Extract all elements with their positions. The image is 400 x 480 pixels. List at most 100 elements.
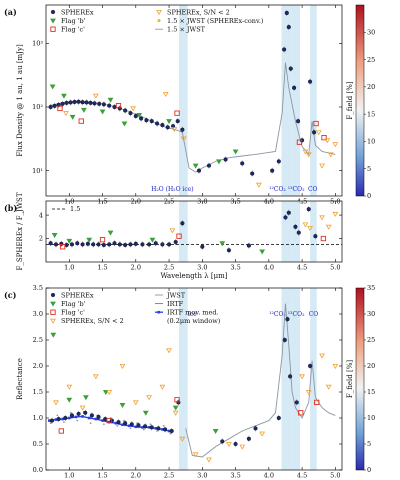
data-point	[132, 400, 139, 406]
legend-label: IRTF mov. med.	[167, 309, 219, 317]
data-point	[283, 215, 288, 220]
data-point	[85, 241, 90, 246]
data-point	[97, 101, 102, 106]
data-point	[246, 436, 251, 441]
data-point	[308, 363, 313, 369]
data-point	[259, 249, 266, 255]
band-label: ice	[188, 311, 197, 318]
data-point	[292, 85, 297, 90]
data-point	[116, 420, 121, 425]
data-point	[49, 422, 52, 425]
colorbar-label: F_field [%]	[346, 81, 354, 119]
data-point	[293, 224, 298, 229]
data-point	[52, 103, 57, 108]
data-point	[96, 414, 101, 420]
y-axis-label: F_SPHEREx / F_JWST	[16, 192, 24, 270]
colorbar-tick-label: 25	[367, 336, 375, 344]
x-tick-label: 1.0	[64, 472, 74, 480]
legend-label: 1.5 × JWST	[167, 26, 206, 34]
data-point	[112, 104, 117, 110]
data-point	[270, 168, 275, 173]
colorbar	[355, 4, 365, 197]
data-point	[83, 395, 89, 401]
data-point	[96, 242, 101, 247]
legend-swatch	[156, 9, 162, 15]
data-point	[240, 161, 245, 166]
data-point	[325, 384, 332, 390]
data-point	[149, 425, 154, 430]
y-tick-label: 1.0	[33, 414, 43, 422]
data-point	[76, 419, 79, 422]
data-point	[143, 424, 148, 429]
data-point	[84, 100, 89, 105]
legend-swatch	[157, 19, 161, 23]
panel-1: 1.0 1.5 2.0 2.5 3.0 3.5 4.0 4.5 5.010¹10²10³(a)F…	[4, 4, 375, 206]
legend-label: Flag 'b'	[61, 17, 86, 25]
data-point	[319, 163, 325, 169]
data-point	[139, 116, 144, 121]
data-point	[57, 105, 63, 112]
data-point	[91, 242, 96, 247]
data-point	[226, 441, 232, 447]
data-point	[284, 10, 289, 16]
data-point	[59, 241, 64, 246]
data-point	[64, 100, 69, 105]
data-point	[75, 241, 80, 246]
x-tick-label: 4.5	[297, 472, 307, 480]
y-tick-label: 10²	[32, 103, 43, 111]
data-point	[206, 457, 212, 463]
plot-frame	[45, 200, 343, 263]
data-point	[166, 348, 172, 354]
colorbar-tick-label: 15	[367, 388, 375, 396]
data-point	[320, 235, 327, 242]
data-point	[223, 157, 228, 162]
x-tick-label: 3.0	[197, 472, 207, 480]
data-point	[220, 439, 225, 444]
data-point	[72, 99, 77, 105]
data-point	[200, 244, 205, 249]
x-axis-label: Wavelength λ [μm]	[160, 272, 227, 280]
data-point	[128, 111, 133, 116]
y-tick-label: 4	[39, 211, 43, 219]
data-point	[102, 389, 109, 395]
data-point	[123, 108, 128, 113]
data-point	[48, 104, 53, 110]
data-point	[53, 400, 59, 406]
data-point	[60, 101, 65, 106]
y-tick-label: 3.5	[33, 284, 43, 292]
data-point	[313, 234, 318, 239]
data-point	[136, 112, 143, 118]
legend-swatch	[50, 301, 56, 307]
absorption-band	[179, 201, 188, 262]
data-point	[89, 422, 92, 425]
data-point	[259, 431, 266, 437]
data-point	[63, 421, 65, 424]
data-point	[86, 237, 93, 243]
data-point	[302, 149, 309, 155]
x-tick-label: 5.0	[330, 472, 340, 480]
colorbar-tick-label: 20	[367, 362, 375, 370]
legend-swatch	[50, 318, 56, 324]
colorbar-label: F_field [%]	[346, 360, 354, 398]
data-point	[153, 241, 158, 246]
data-point	[246, 243, 251, 248]
data-point	[253, 426, 258, 431]
plot-frame	[45, 287, 343, 471]
data-point	[140, 242, 145, 247]
x-tick-label: 3.0	[197, 264, 207, 272]
data-point	[92, 374, 99, 380]
data-point	[103, 416, 108, 422]
data-point	[312, 130, 317, 135]
data-point	[51, 233, 58, 239]
series-point	[74, 415, 78, 419]
absorption-band	[179, 288, 188, 470]
data-point	[250, 171, 255, 176]
series-point	[121, 423, 124, 427]
data-point	[136, 423, 141, 428]
data-point	[332, 363, 339, 369]
data-point	[142, 410, 149, 416]
data-point	[172, 410, 179, 416]
data-point	[180, 127, 185, 132]
y-tick-label: 2.5	[33, 336, 43, 344]
